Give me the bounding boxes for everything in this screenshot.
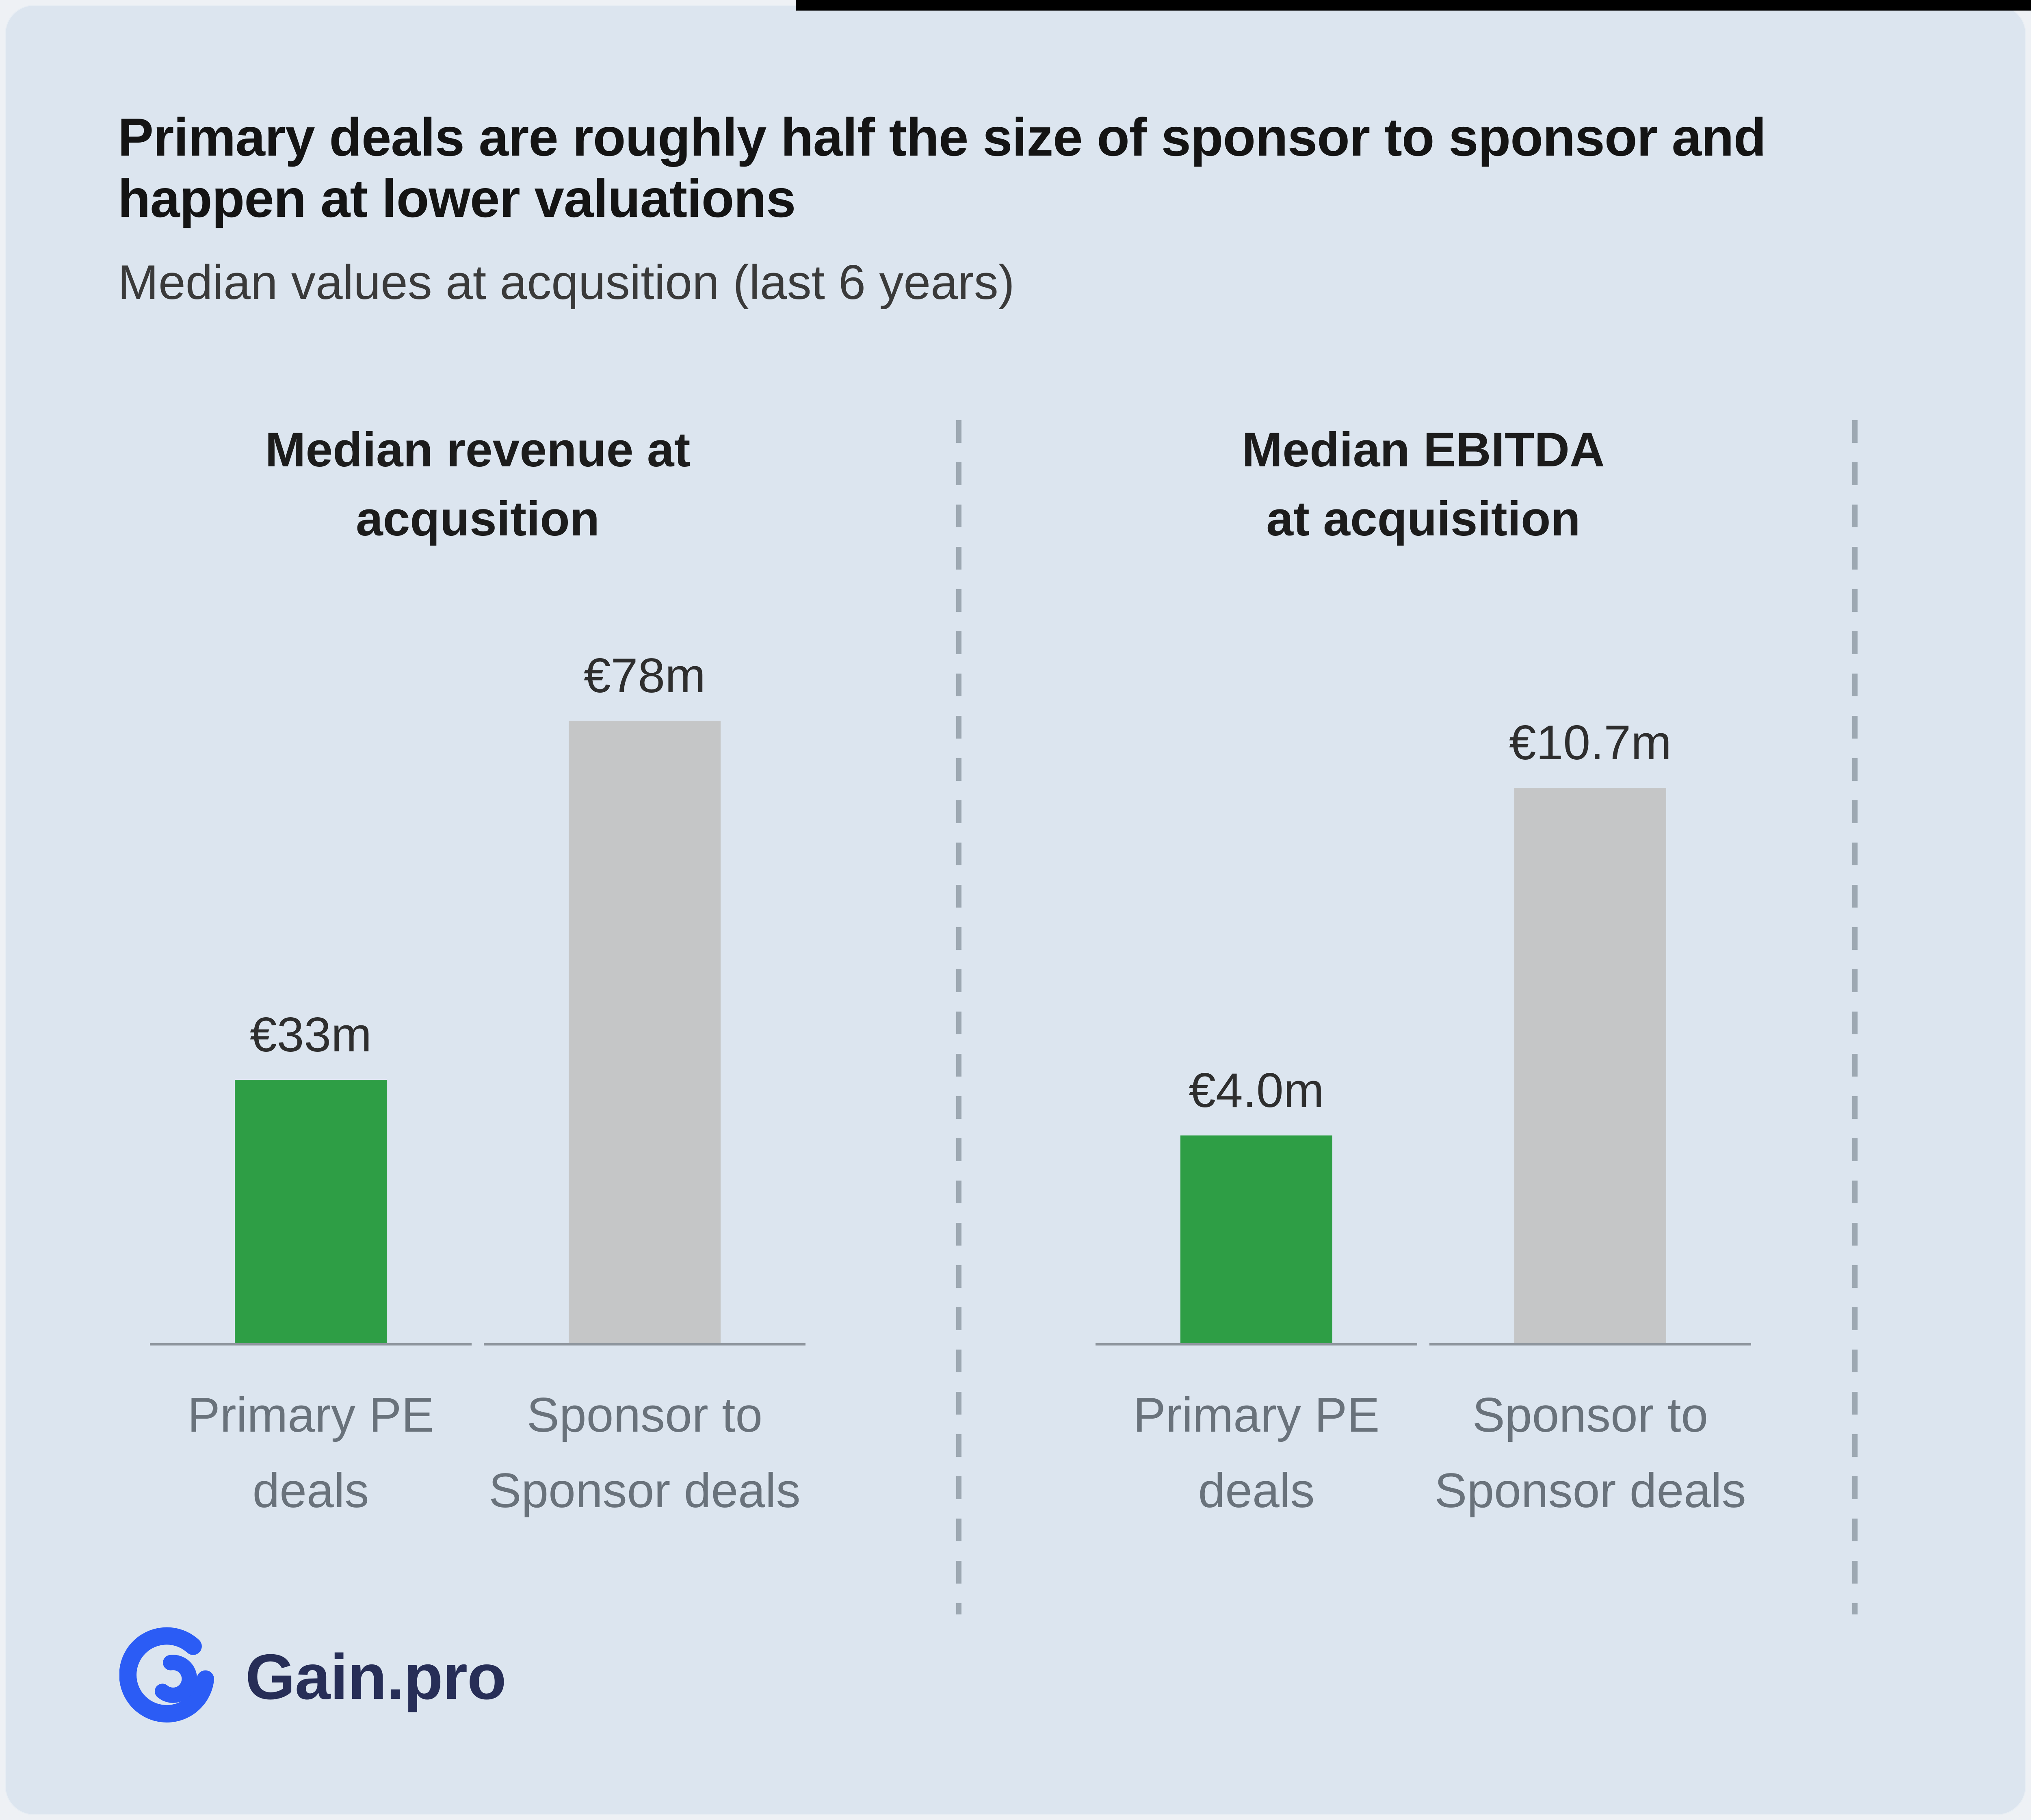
bar-group-sponsor-to-sponsor: €78m Sponsor to Sponsor deals — [484, 599, 805, 1528]
value-label: €4.0m — [1189, 1063, 1324, 1118]
bar-sponsor-to-sponsor — [569, 721, 721, 1343]
panel-median-revenue: Median revenue at acqusition €33m Primar… — [5, 415, 951, 1528]
panel-title-ebitda: Median EBITDA at acquisition — [1242, 415, 1604, 561]
gainpro-logo-text: Gain.pro — [245, 1641, 507, 1713]
header: Primary deals are roughly half the size … — [118, 106, 1913, 310]
category-label-primary-pe: Primary PE deals — [1133, 1388, 1380, 1518]
panel-divider — [956, 420, 961, 1614]
plot-area: €4.0m — [1096, 599, 1417, 1346]
category-label-primary-pe: Primary PE deals — [187, 1388, 434, 1518]
value-label: €10.7m — [1509, 715, 1672, 770]
category-label-sponsor-to-sponsor: Sponsor to Sponsor deals — [1434, 1388, 1746, 1518]
bar-group-primary-pe: €33m Primary PE deals — [150, 599, 472, 1528]
screenshot-top-artifact — [796, 0, 2031, 11]
panel-title-line: at acquisition — [1266, 492, 1581, 546]
chart-panels: Median revenue at acqusition €33m Primar… — [5, 415, 2031, 1528]
bar-sponsor-to-sponsor — [1514, 788, 1666, 1343]
bar-primary-pe — [235, 1080, 387, 1343]
plot-area: €10.7m — [1429, 599, 1751, 1346]
page-subtitle: Median values at acqusition (last 6 year… — [118, 255, 1015, 310]
gainpro-logo-icon — [119, 1627, 214, 1722]
panel-title-revenue: Median revenue at acqusition — [265, 415, 690, 561]
plot-area: €33m — [150, 599, 472, 1346]
panel-title-line: acqusition — [355, 492, 600, 546]
bar-chart-ebitda: €4.0m Primary PE deals €10.7m Sponsor to — [1096, 599, 1751, 1528]
bar-primary-pe — [1180, 1135, 1332, 1343]
panel-median-ev-ebitda: Median EV/EBITDA multiple at acquisition… — [1896, 415, 2031, 1528]
bar-chart-revenue: €33m Primary PE deals €78m Sponsor to — [150, 599, 805, 1528]
page-title: Primary deals are roughly half the size … — [118, 107, 1766, 228]
category-label-sponsor-to-sponsor: Sponsor to Sponsor deals — [489, 1388, 801, 1518]
bar-group-primary-pe: €4.0m Primary PE deals — [1096, 599, 1417, 1528]
panel-divider — [1852, 420, 1858, 1614]
value-label: €78m — [583, 648, 706, 703]
panel-title-line: Median EBITDA — [1242, 422, 1605, 477]
slide-card: Primary deals are roughly half the size … — [5, 5, 2026, 1815]
bar-group-sponsor-to-sponsor: €10.7m Sponsor to Sponsor deals — [1429, 599, 1751, 1528]
value-label: €33m — [249, 1008, 372, 1062]
panel-title-line: Median revenue at — [265, 422, 691, 477]
plot-area: €78m — [484, 599, 805, 1346]
gainpro-logo: Gain.pro — [119, 1626, 507, 1728]
panel-median-ebitda: Median EBITDA at acquisition €4.0m Prima… — [951, 415, 1896, 1528]
